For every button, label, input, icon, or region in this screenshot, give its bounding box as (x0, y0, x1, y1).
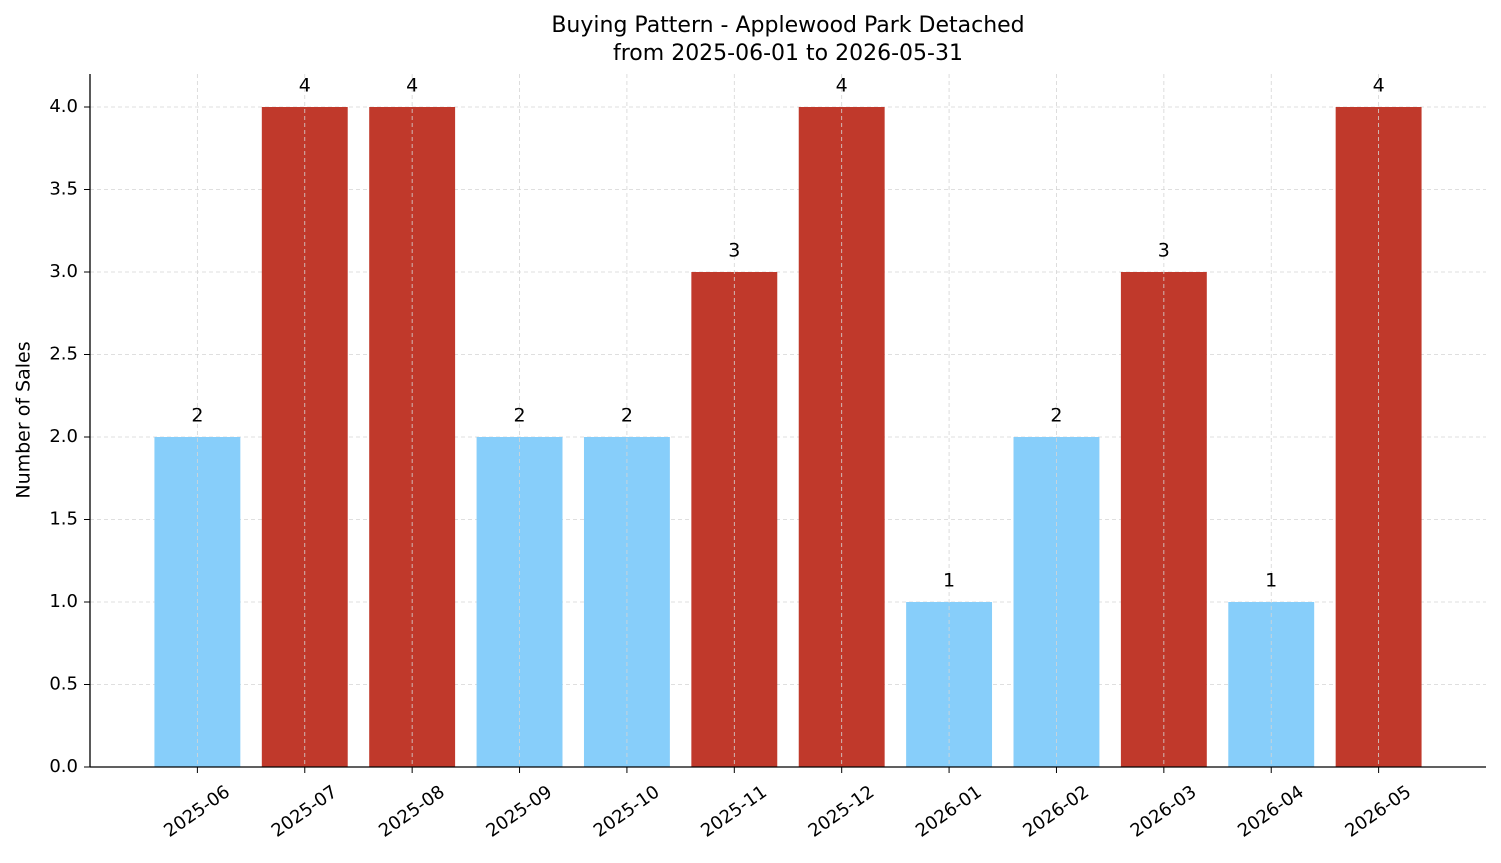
x-tick-label: 2026-05 (1341, 781, 1415, 841)
bar (369, 107, 456, 767)
x-tick-label: 2025-09 (482, 781, 556, 841)
data-label: 2 (191, 405, 203, 427)
data-label: 2 (513, 405, 525, 427)
data-label: 3 (728, 240, 740, 262)
bar (1335, 107, 1422, 767)
x-tick-label: 2025-12 (805, 781, 879, 841)
bar (261, 107, 348, 767)
y-tick-label: 0.5 (49, 674, 78, 695)
data-label: 4 (299, 75, 311, 97)
data-label: 1 (1265, 570, 1277, 592)
y-tick-label: 3.0 (49, 261, 78, 282)
x-tick-label: 2025-08 (375, 781, 449, 841)
y-tick-label: 2.5 (49, 344, 78, 365)
data-label: 2 (621, 405, 633, 427)
y-axis-label: Number of Sales (13, 341, 35, 498)
data-label: 4 (836, 75, 848, 97)
y-tick-label: 2.0 (49, 426, 78, 447)
x-tick-label: 2026-04 (1234, 781, 1308, 841)
y-tick-label: 0.0 (49, 756, 78, 777)
bar (798, 107, 885, 767)
x-tick-label: 2025-07 (268, 781, 342, 841)
x-tick-label: 2025-06 (160, 781, 234, 841)
y-tick-label: 4.0 (49, 96, 78, 117)
x-tick-label: 2026-02 (1019, 781, 1093, 841)
chart-subtitle: from 2025-06-01 to 2026-05-31 (613, 41, 963, 66)
y-tick-label: 3.5 (49, 179, 78, 200)
chart-title: Buying Pattern - Applewood Park Detached (551, 13, 1024, 38)
data-label: 4 (406, 75, 418, 97)
x-tick-label: 2026-03 (1127, 781, 1201, 841)
x-tick-label: 2026-01 (912, 781, 986, 841)
data-label: 4 (1373, 75, 1385, 97)
data-label: 1 (943, 570, 955, 592)
y-tick-label: 1.0 (49, 591, 78, 612)
y-tick-label: 1.5 (49, 509, 78, 530)
x-tick-label: 2025-10 (590, 781, 664, 841)
data-label: 2 (1050, 405, 1062, 427)
data-label: 3 (1158, 240, 1170, 262)
x-tick-label: 2025-11 (697, 781, 771, 841)
